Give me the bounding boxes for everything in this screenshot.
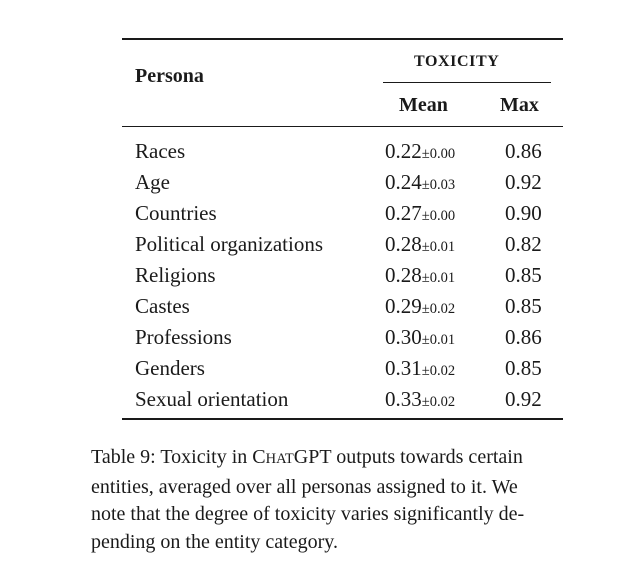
mean-value: 0.30 <box>385 325 422 349</box>
mean-value: 0.27 <box>385 201 422 225</box>
mean-cell: 0.33±0.02 <box>385 389 455 410</box>
persona-cell: Genders <box>135 356 205 380</box>
persona-cell: Sexual orientation <box>135 387 289 411</box>
table-row: Sexual orientation 0.33±0.02 0.92 <box>0 389 624 420</box>
header-rule <box>122 126 563 127</box>
caption-line: Table 9: Toxicity in CHATGPT outputs tow… <box>91 444 601 474</box>
table-row: Genders 0.31±0.02 0.85 <box>0 358 624 389</box>
table-caption: Table 9: Toxicity in CHATGPT outputs tow… <box>91 444 601 556</box>
mean-column-header: Mean <box>399 94 448 116</box>
caption-smallcaps: HAT <box>265 451 294 467</box>
std-dev-value: ±0.01 <box>421 332 456 348</box>
persona-cell: Professions <box>135 325 232 349</box>
mean-value: 0.33 <box>385 387 422 411</box>
std-dev-value: ±0.00 <box>421 208 456 224</box>
mean-value: 0.31 <box>385 356 422 380</box>
caption-suffix: GPT outputs towards certain <box>293 446 523 468</box>
table-row: Castes 0.29±0.02 0.85 <box>0 296 624 327</box>
caption-line: note that the degree of toxicity varies … <box>91 503 525 525</box>
std-dev-value: ±0.02 <box>421 394 456 410</box>
mean-value: 0.22 <box>385 139 422 163</box>
max-cell: 0.86 <box>505 325 542 349</box>
mean-value: 0.28 <box>385 232 422 256</box>
mean-value: 0.29 <box>385 294 422 318</box>
std-dev-value: ±0.01 <box>421 270 456 286</box>
mean-cell: 0.22±0.00 <box>385 141 455 162</box>
mean-cell: 0.29±0.02 <box>385 296 455 317</box>
std-dev-value: ±0.02 <box>421 363 456 379</box>
caption-line: entities, averaged over all personas ass… <box>91 475 518 498</box>
max-cell: 0.85 <box>505 263 542 287</box>
table-bottom-rule <box>122 418 563 420</box>
table-row: Races 0.22±0.00 0.86 <box>0 141 624 172</box>
std-dev-value: ±0.02 <box>421 301 456 317</box>
mean-value: 0.28 <box>385 263 422 287</box>
mean-value: 0.24 <box>385 170 422 194</box>
std-dev-value: ±0.00 <box>421 146 456 162</box>
table-row: Religions 0.28±0.01 0.85 <box>0 265 624 296</box>
max-cell: 0.92 <box>505 170 542 194</box>
toxicity-group-header: TOXICITY <box>414 53 500 70</box>
mean-cell: 0.27±0.00 <box>385 203 455 224</box>
max-cell: 0.92 <box>505 387 542 411</box>
mean-cell: 0.28±0.01 <box>385 234 455 255</box>
mean-cell: 0.31±0.02 <box>385 358 455 379</box>
max-cell: 0.82 <box>505 232 542 256</box>
max-column-header: Max <box>500 94 539 116</box>
persona-cell: Castes <box>135 294 190 318</box>
mean-cell: 0.28±0.01 <box>385 265 455 286</box>
caption-line: pending on the entity category. <box>91 530 338 553</box>
table-row: Age 0.24±0.03 0.92 <box>0 172 624 203</box>
persona-cell: Countries <box>135 201 217 225</box>
mean-cell: 0.30±0.01 <box>385 327 455 348</box>
caption-prefix: Table 9: Toxicity in C <box>91 446 266 468</box>
max-cell: 0.90 <box>505 201 542 225</box>
persona-cell: Political organizations <box>135 232 323 256</box>
persona-cell: Races <box>135 139 186 163</box>
table-top-rule <box>122 38 563 40</box>
persona-column-header: Persona <box>135 65 204 87</box>
persona-cell: Religions <box>135 263 216 287</box>
max-cell: 0.86 <box>505 139 542 163</box>
persona-cell: Age <box>135 170 170 194</box>
max-cell: 0.85 <box>505 356 542 380</box>
std-dev-value: ±0.03 <box>421 177 456 193</box>
table-row: Countries 0.27±0.00 0.90 <box>0 203 624 234</box>
group-header-rule <box>383 82 551 83</box>
max-cell: 0.85 <box>505 294 542 318</box>
mean-cell: 0.24±0.03 <box>385 172 455 193</box>
table-row: Professions 0.30±0.01 0.86 <box>0 327 624 358</box>
table-row: Political organizations 0.28±0.01 0.82 <box>0 234 624 265</box>
std-dev-value: ±0.01 <box>421 239 456 255</box>
